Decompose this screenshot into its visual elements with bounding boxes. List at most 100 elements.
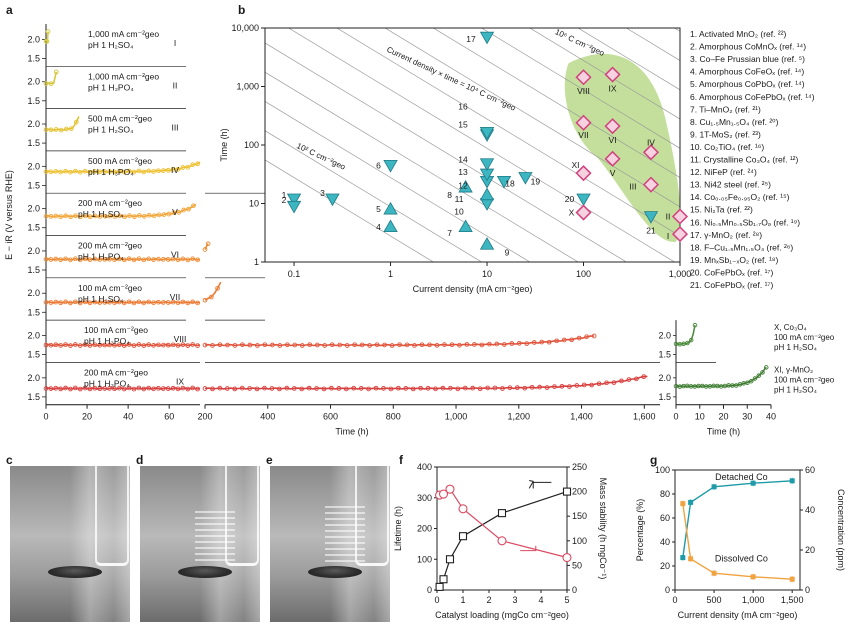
trace-point bbox=[92, 213, 98, 219]
trace-point bbox=[215, 285, 220, 291]
trace-point bbox=[131, 343, 137, 348]
lifetime-point bbox=[497, 509, 507, 518]
arrow-mass-stability bbox=[520, 545, 537, 552]
mass-stability-point bbox=[445, 484, 455, 494]
trace-point bbox=[92, 385, 98, 391]
y-tick-label: 2.0 bbox=[658, 373, 671, 383]
literature-point-16 bbox=[479, 127, 495, 140]
trace-point bbox=[619, 378, 624, 384]
trace-point bbox=[58, 214, 64, 220]
trace-point bbox=[232, 343, 238, 348]
trace-point bbox=[170, 299, 176, 305]
series-dissolved bbox=[682, 503, 793, 580]
series-label-detached: Detached Co bbox=[715, 472, 768, 482]
trace-point bbox=[764, 365, 769, 370]
this-work-point-VII bbox=[575, 114, 592, 131]
panel-f: 0 1 2 3 4 50100200300400050100150200250Cataly… bbox=[393, 462, 608, 620]
trace-point bbox=[82, 385, 88, 391]
trace-point bbox=[78, 214, 83, 220]
trace-point bbox=[166, 211, 172, 217]
trace-point bbox=[434, 343, 440, 348]
trace-point bbox=[544, 385, 550, 390]
trace-point bbox=[591, 333, 597, 339]
trace-point bbox=[217, 385, 223, 391]
y-tick-label: 2.0 bbox=[27, 246, 40, 256]
trace-point bbox=[63, 256, 68, 262]
trace-point bbox=[121, 343, 127, 348]
y-tick-label: 2.0 bbox=[27, 204, 40, 214]
y-tick-label: 2.0 bbox=[27, 119, 40, 129]
literature-point-4 bbox=[383, 219, 398, 233]
trace-point bbox=[501, 342, 507, 347]
trace-point bbox=[112, 257, 117, 262]
iso-label: 10² C cm⁻²geo bbox=[295, 141, 347, 172]
legend-entry: 11. Crystalline Co₃O₄ (ref. ¹²) bbox=[690, 155, 798, 165]
trace-point bbox=[171, 210, 177, 216]
panel-letters: a b c d e f g bbox=[6, 3, 657, 467]
iso-line bbox=[265, 42, 627, 262]
legend-entry: 14. Co₀.₀₅Fe₀.₉₅O₂ (ref. ¹⁵) bbox=[690, 192, 790, 202]
trace-point bbox=[748, 378, 754, 384]
row-label-current: 100 mA cm⁻²geo bbox=[78, 283, 142, 293]
iso-line bbox=[265, 130, 483, 262]
trace-point bbox=[112, 214, 118, 219]
trace-point bbox=[48, 127, 54, 133]
trace-point bbox=[141, 169, 147, 175]
y-tick-label: 40 bbox=[660, 537, 670, 547]
trace-point bbox=[63, 126, 69, 132]
row-label-current: 500 mA cm⁻²geo bbox=[88, 156, 152, 166]
trace-point bbox=[102, 256, 108, 262]
trace-point bbox=[576, 335, 582, 341]
x-axis-label: Catalyst loading (mgCo cm⁻²geo) bbox=[435, 610, 569, 620]
trace-point bbox=[448, 385, 453, 391]
trace-point bbox=[464, 342, 470, 347]
legend-entry: 13. Ni42 steel (ref. ²⁵) bbox=[690, 180, 771, 190]
trace-point bbox=[107, 256, 112, 262]
trace-point bbox=[116, 299, 122, 305]
trace-point bbox=[58, 127, 64, 133]
literature-label: 21 bbox=[646, 225, 656, 235]
y2-tick-label: 50 bbox=[572, 560, 582, 570]
trace-point bbox=[107, 342, 112, 348]
trace-point bbox=[552, 384, 557, 389]
trace-point bbox=[381, 386, 386, 391]
trace-point bbox=[131, 386, 137, 392]
trace-point bbox=[494, 341, 500, 347]
x-tick-label: 10 bbox=[695, 412, 705, 422]
trace-point bbox=[170, 385, 176, 391]
y-tick-label: 1.5 bbox=[27, 96, 40, 106]
trace-XI bbox=[675, 366, 767, 388]
trace-point bbox=[68, 214, 73, 220]
panel-letter-f: f bbox=[399, 453, 404, 467]
series-detached bbox=[682, 480, 793, 558]
trace-point bbox=[136, 385, 142, 391]
y-tick-label: 80 bbox=[660, 489, 670, 499]
literature-label: 9 bbox=[505, 247, 510, 257]
y2-tick-label: 250 bbox=[572, 462, 587, 472]
trace-point bbox=[63, 299, 68, 305]
literature-point-21 bbox=[643, 211, 659, 224]
trace-point bbox=[195, 386, 200, 392]
trace-point bbox=[43, 386, 49, 391]
trace-point bbox=[126, 299, 132, 305]
detached-point bbox=[750, 480, 756, 486]
y-tick-label: 300 bbox=[417, 493, 432, 503]
y-tick-label: 1.5 bbox=[27, 223, 40, 233]
trace-point bbox=[161, 212, 167, 217]
trace-point bbox=[472, 342, 477, 347]
x-tick-label: 1 bbox=[388, 269, 393, 279]
trace-point bbox=[561, 337, 567, 343]
trace-point bbox=[539, 339, 545, 345]
y-tick-label: 1.5 bbox=[27, 350, 40, 360]
literature-label: 6 bbox=[376, 160, 381, 170]
detached-point bbox=[680, 555, 686, 561]
trace-point bbox=[321, 386, 327, 392]
trace-point bbox=[156, 168, 161, 174]
trace-point bbox=[314, 342, 320, 348]
trace-point bbox=[87, 386, 93, 392]
y-tick-label: 20 bbox=[660, 561, 670, 571]
trace-point bbox=[374, 342, 380, 348]
y-tick-label: 2.0 bbox=[27, 288, 40, 298]
x-tick-label: 1,000 bbox=[742, 595, 765, 605]
